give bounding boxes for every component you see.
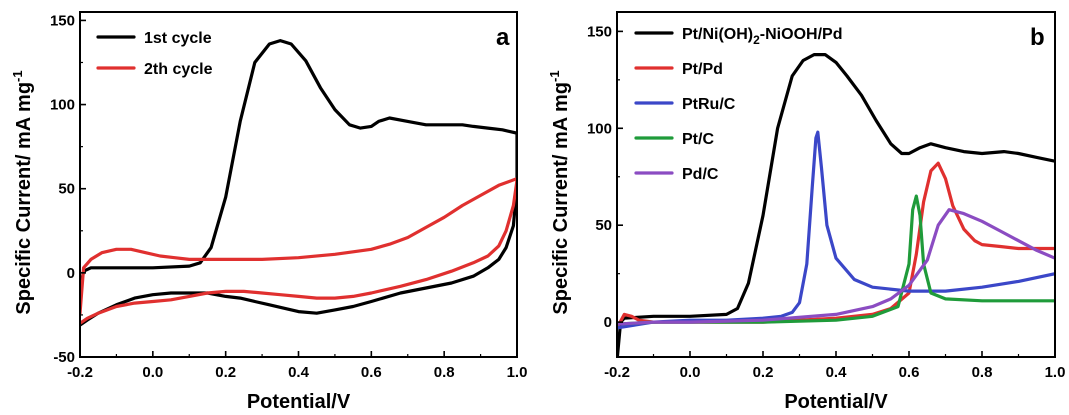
x-tick-label: 0.2 xyxy=(215,364,236,381)
series-line-1 xyxy=(617,161,1055,330)
x-tick-label: 0.4 xyxy=(826,364,848,381)
series-line-4 xyxy=(617,208,1055,326)
y-tick-label: 150 xyxy=(587,23,612,40)
panel-b-chart: -0.2 0.0 0.2 0.4 0.6 0.8 1.0 0 50 100 150 Potential… xyxy=(547,11,1066,413)
x-tick-label: 0.6 xyxy=(899,364,920,381)
series-line-0 xyxy=(80,39,517,327)
y-axis-title: Specific Current/ mA mg-1 xyxy=(547,70,572,314)
legend-label: Pt/Ni(OH)2-NiOOH/Pd xyxy=(682,26,842,47)
x-tick-label: 1.0 xyxy=(507,364,528,381)
y-tick-label: 50 xyxy=(595,217,612,234)
series-group xyxy=(80,39,517,327)
x-tick-label: 1.0 xyxy=(1045,364,1066,381)
x-axis-title: Potential/V xyxy=(247,391,351,413)
legend-label: 1st cycle xyxy=(144,30,212,47)
legend-label: PtRu/C xyxy=(682,96,736,113)
legend-label-text: 1st cycle xyxy=(144,30,212,47)
legend-label: Pt/C xyxy=(682,131,714,148)
x-tick-label: 0.8 xyxy=(972,364,993,381)
x-tick-label: 0.4 xyxy=(288,364,310,381)
y-tick-label: -50 xyxy=(53,349,75,366)
series-group xyxy=(617,53,1055,357)
y-tick-label: 100 xyxy=(587,120,612,137)
y-tick-label: 0 xyxy=(67,265,75,282)
x-tick-label: 0.8 xyxy=(434,364,455,381)
x-tick-label: 0.6 xyxy=(361,364,382,381)
y-axis-title-superscript: -1 xyxy=(547,70,562,82)
x-tick-label: 0.0 xyxy=(142,364,163,381)
panel-letter: a xyxy=(496,24,510,51)
y-axis-title-superscript: -1 xyxy=(10,70,25,82)
legend-label-text: Pt/Ni(OH) xyxy=(682,26,753,43)
legend-label: 2th cycle xyxy=(144,61,213,78)
x-tick-label: 0.2 xyxy=(753,364,774,381)
panel-letter: b xyxy=(1030,24,1045,51)
x-tick-label: -0.2 xyxy=(67,364,93,381)
legend-label-text: Pt/Pd xyxy=(682,61,723,78)
legend-label-subscript: 2 xyxy=(753,33,760,47)
series-line-0 xyxy=(617,53,1055,357)
legend: 1st cycle 2th cycle xyxy=(96,30,213,78)
legend-label-text: 2th cycle xyxy=(144,61,213,78)
x-tick-label: 0.0 xyxy=(680,364,701,381)
legend-label-text: Pd/C xyxy=(682,166,719,183)
y-tick-label: 150 xyxy=(50,12,75,29)
legend-label-text: PtRu/C xyxy=(682,96,736,113)
series-line-2 xyxy=(617,130,1055,330)
panel-a-chart: -0.2 0.0 0.2 0.4 0.6 0.8 1.0 -50 0 50 100 150 Potent… xyxy=(10,11,528,413)
y-axis-title: Specific Current/ mA mg-1 xyxy=(10,70,35,314)
y-tick-label: 50 xyxy=(58,181,75,198)
x-axis-title: Potential/V xyxy=(784,391,888,413)
y-axis-title-text: Specific Current/ mA mg xyxy=(13,82,35,315)
legend: Pt/Ni(OH)2-NiOOH/Pd Pt/Pd PtRu/C Pt/C Pd/C xyxy=(634,26,842,183)
legend-label: Pt/Pd xyxy=(682,61,723,78)
series-line-1 xyxy=(80,177,517,325)
legend-label-text: Pt/C xyxy=(682,131,714,148)
y-tick-label: 100 xyxy=(50,97,75,114)
legend-label: Pd/C xyxy=(682,166,719,183)
legend-label-tail: -NiOOH/Pd xyxy=(760,26,843,43)
y-tick-label: 0 xyxy=(604,314,612,331)
x-tick-label: -0.2 xyxy=(604,364,630,381)
y-axis-title-text: Specific Current/ mA mg xyxy=(550,82,572,315)
